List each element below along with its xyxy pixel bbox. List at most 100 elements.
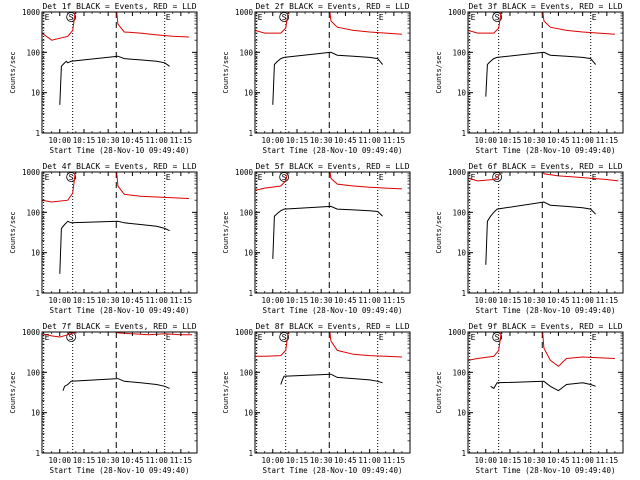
y-tick-label: 10 [457, 89, 467, 98]
x-tick-label: 10:15 [499, 296, 522, 305]
x-axis-label: Start Time (28-Nov-10 09:49:40) [50, 466, 190, 475]
x-axis-label: Start Time (28-Nov-10 09:49:40) [476, 146, 616, 155]
x-tick-label: 10:30 [523, 456, 546, 465]
x-tick-label: 11:15 [383, 456, 406, 465]
series-events-line [272, 205, 383, 259]
series-lld-line [255, 172, 402, 191]
x-tick-label: 11:15 [383, 296, 406, 305]
x-tick-label: 10:15 [73, 136, 96, 145]
plot-frame [41, 171, 198, 294]
y-tick-label: 1 [248, 449, 253, 458]
y-tick-label: 10 [31, 409, 41, 418]
x-tick-label: 10:15 [73, 456, 96, 465]
y-tick-label: 100 [239, 48, 253, 57]
y-tick-label: 1 [35, 289, 40, 298]
chart-panel-4: Det 4f BLACK = Events, RED = LLD E S E 1 10 10… [9, 162, 198, 315]
y-tick-label: 1 [35, 129, 40, 138]
x-tick-label: 10:15 [286, 296, 309, 305]
x-tick-label: 10:30 [310, 296, 333, 305]
x-tick-label: 11:00 [571, 296, 594, 305]
x-axis-label: Start Time (28-Nov-10 09:49:40) [263, 146, 403, 155]
x-tick-label: 11:00 [571, 136, 594, 145]
chart-title: Det 1f BLACK = Events, RED = LLD [42, 2, 196, 11]
x-tick-label: 10:15 [499, 136, 522, 145]
marker-label: E [471, 173, 476, 182]
chart-panel-5: Det 5f BLACK = Events, RED = LLD E S E 1 10 10… [222, 162, 411, 315]
marker-label: E [592, 333, 597, 342]
chart-panel-8: Det 8f BLACK = Events, RED = LLD E S E 1 10 10… [222, 322, 411, 475]
marker-label: S [69, 173, 74, 182]
y-tick-label: 1000 [235, 328, 254, 337]
y-tick-label: 10 [244, 89, 254, 98]
x-tick-label: 10:00 [261, 136, 284, 145]
y-axis-label: Counts/sec [435, 211, 443, 253]
marker-label: S [495, 333, 500, 342]
y-axis-label: Counts/sec [9, 371, 17, 413]
x-tick-label: 10:00 [48, 456, 71, 465]
series-lld-line [468, 332, 615, 368]
x-tick-label: 10:00 [48, 136, 71, 145]
marker-label: E [379, 333, 384, 342]
y-tick-label: 1 [248, 129, 253, 138]
marker-label: E [45, 333, 50, 342]
chart-panel-1: Det 1f BLACK = Events, RED = LLD E S E 1 10 10… [9, 2, 198, 155]
series-events-line [485, 51, 596, 97]
series-events-line [485, 201, 596, 265]
x-tick-label: 10:45 [121, 296, 144, 305]
marker-label: E [45, 173, 50, 182]
marker-label: E [379, 173, 384, 182]
series-events-line [272, 51, 383, 105]
x-tick-label: 10:30 [310, 456, 333, 465]
marker-label: E [258, 13, 263, 22]
chart-title: Det 9f BLACK = Events, RED = LLD [468, 322, 622, 331]
marker-label: E [258, 333, 263, 342]
y-tick-label: 10 [31, 89, 41, 98]
chart-title: Det 6f BLACK = Events, RED = LLD [468, 162, 622, 171]
marker-label: E [471, 13, 476, 22]
plot-frame [254, 171, 411, 294]
chart-title: Det 4f BLACK = Events, RED = LLD [42, 162, 196, 171]
y-tick-label: 100 [452, 368, 466, 377]
y-tick-label: 1000 [448, 8, 467, 17]
y-axis-label: Counts/sec [435, 51, 443, 93]
series-events-line [490, 380, 596, 392]
y-tick-label: 1 [461, 449, 466, 458]
x-tick-label: 11:00 [145, 296, 168, 305]
y-tick-label: 100 [26, 368, 40, 377]
marker-label: E [166, 13, 171, 22]
series-lld-line [42, 12, 189, 41]
y-tick-label: 1000 [22, 8, 41, 17]
y-tick-label: 100 [239, 368, 253, 377]
marker-label: E [471, 333, 476, 342]
x-tick-label: 10:45 [334, 296, 357, 305]
y-axis-label: Counts/sec [222, 51, 230, 93]
plot-frame [254, 11, 411, 134]
chart-title: Det 8f BLACK = Events, RED = LLD [255, 322, 409, 331]
x-tick-label: 10:15 [286, 456, 309, 465]
x-axis-label: Start Time (28-Nov-10 09:49:40) [50, 146, 190, 155]
x-axis-label: Start Time (28-Nov-10 09:49:40) [50, 306, 190, 315]
x-tick-label: 11:15 [170, 456, 193, 465]
x-axis-label: Start Time (28-Nov-10 09:49:40) [263, 306, 403, 315]
y-axis-label: Counts/sec [9, 211, 17, 253]
x-tick-label: 11:15 [596, 296, 619, 305]
marker-label: E [258, 173, 263, 182]
marker-label: S [282, 13, 287, 22]
x-tick-label: 11:15 [596, 456, 619, 465]
y-tick-label: 10 [244, 409, 254, 418]
y-tick-label: 10 [31, 249, 41, 258]
marker-label: E [592, 13, 597, 22]
x-axis-label: Start Time (28-Nov-10 09:49:40) [476, 466, 616, 475]
y-tick-label: 1 [461, 289, 466, 298]
marker-label: S [282, 173, 287, 182]
y-tick-label: 1000 [448, 168, 467, 177]
x-tick-label: 10:30 [523, 296, 546, 305]
y-axis-label: Counts/sec [435, 371, 443, 413]
chart-title: Det 2f BLACK = Events, RED = LLD [255, 2, 409, 11]
y-tick-label: 100 [26, 48, 40, 57]
x-tick-label: 10:00 [474, 136, 497, 145]
marker-label: E [379, 13, 384, 22]
y-tick-label: 1000 [448, 328, 467, 337]
marker-label: S [282, 333, 287, 342]
